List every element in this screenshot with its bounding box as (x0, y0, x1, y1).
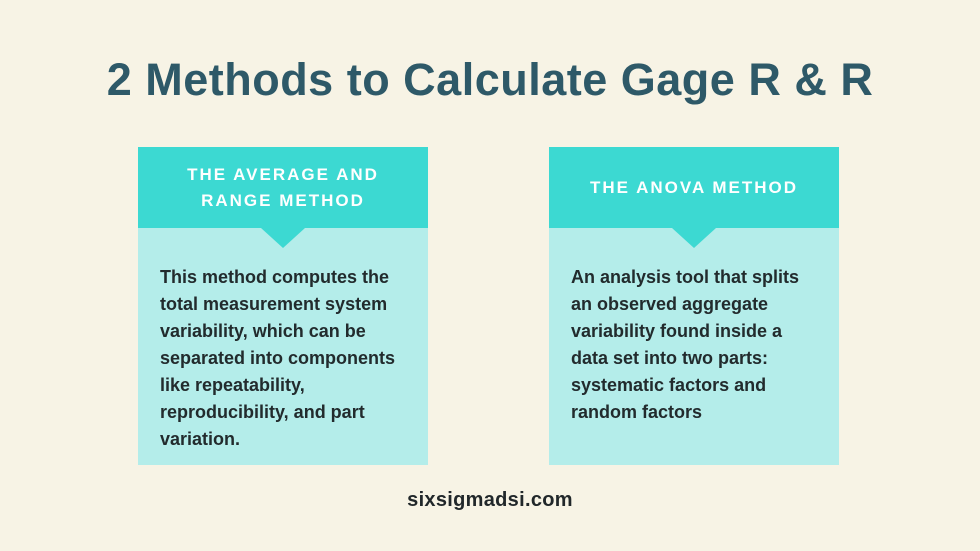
method-card-anova: THE ANOVA METHOD An analysis tool that s… (549, 147, 839, 465)
header-pointer-triangle (261, 228, 305, 248)
footer-site-url: sixsigmadsi.com (407, 489, 573, 511)
header-pointer-triangle (672, 228, 716, 248)
page-title: 2 Methods to Calculate Gage R & R (106, 54, 874, 105)
card-body-anova: An analysis tool that splits an observed… (571, 267, 800, 422)
card-body-average-range: This method computes the total measureme… (160, 267, 396, 449)
method-card-average-range: THE AVERAGE AND RANGE METHOD This method… (138, 147, 428, 465)
card-header-anova: THE ANOVA METHOD (549, 147, 839, 228)
card-header-average-range: THE AVERAGE AND RANGE METHOD (138, 147, 428, 228)
